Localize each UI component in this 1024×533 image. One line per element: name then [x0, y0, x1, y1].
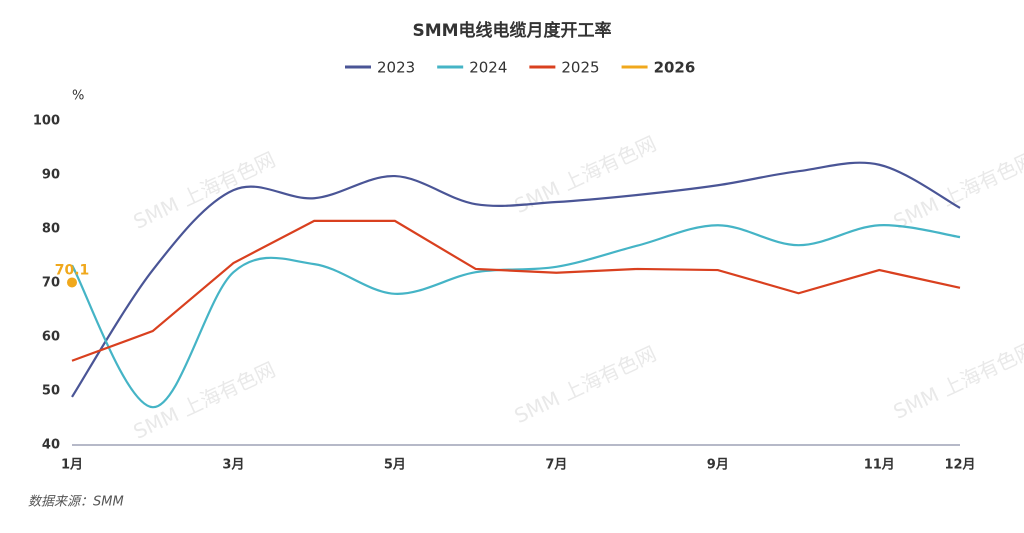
y-axis-unit: % [72, 89, 84, 104]
series-line [71, 161, 961, 398]
watermark: SMM 上海有色网 [890, 147, 1024, 234]
x-tick-label: 12月 [944, 458, 975, 473]
watermark: SMM 上海有色网 [890, 337, 1024, 424]
y-tick-label: 50 [42, 384, 60, 399]
y-tick-label: 40 [42, 438, 60, 453]
data-point [67, 277, 77, 288]
y-tick-label: 100 [33, 114, 60, 129]
y-tick-label: 80 [42, 222, 60, 237]
series-line [71, 219, 961, 362]
legend-label: 2025 [561, 59, 599, 77]
x-tick-label: 11月 [864, 458, 895, 473]
x-tick-label: 7月 [545, 458, 567, 473]
chart-title: SMM电线电缆月度开工率 [412, 20, 611, 41]
y-tick-label: 60 [42, 330, 60, 345]
legend-label: 2024 [469, 59, 507, 77]
x-tick-label: 1月 [61, 458, 83, 473]
watermark: SMM 上海有色网 [511, 341, 660, 428]
y-tick-label: 90 [42, 168, 60, 183]
watermark: SMM 上海有色网 [511, 131, 660, 218]
source: 数据来源：SMM [28, 495, 124, 510]
legend-label: 2026 [654, 59, 696, 77]
x-tick-label: 3月 [222, 458, 244, 473]
legend-label: 2023 [377, 59, 415, 77]
watermark: SMM 上海有色网 [130, 147, 279, 234]
watermark: SMM 上海有色网 [130, 357, 279, 444]
x-tick-label: 9月 [707, 458, 729, 473]
watermarks: SMM 上海有色网 SMM 上海有色网 SMM 上海有色网 SMM 上海有色网 … [130, 131, 1024, 443]
x-tick-label: 5月 [384, 458, 406, 473]
y-tick-label: 70 [42, 276, 60, 291]
data-label: 70.1 [55, 262, 90, 278]
series-line [71, 224, 961, 409]
